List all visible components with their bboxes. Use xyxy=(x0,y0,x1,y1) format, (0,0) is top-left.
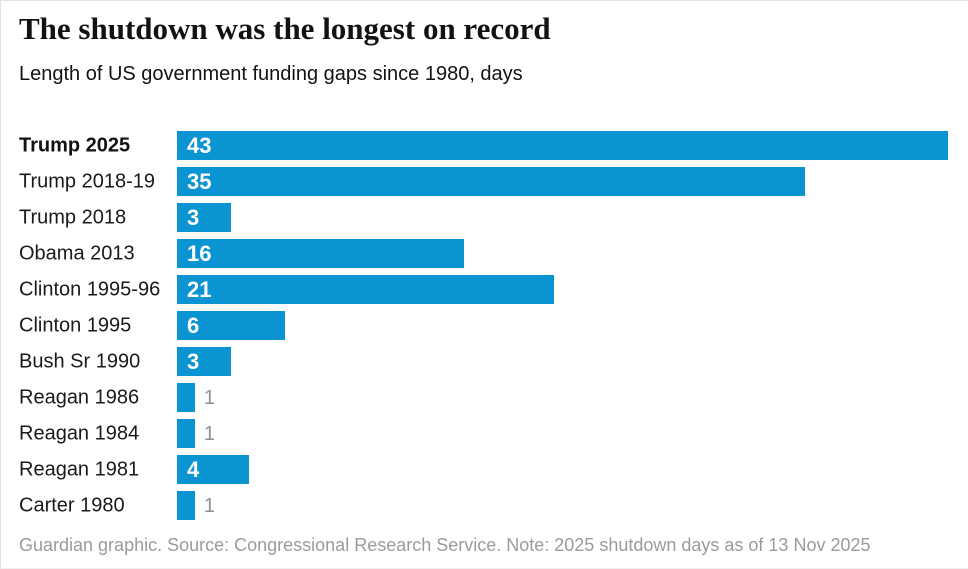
value-label: 1 xyxy=(203,422,216,445)
value-label: 6 xyxy=(187,312,200,338)
category-label: Reagan 1981 xyxy=(19,458,140,481)
chart-row: Clinton 1995-96 21 xyxy=(1,272,968,308)
chart-row: Clinton 1995 6 xyxy=(1,308,968,344)
bar: 3 xyxy=(177,347,231,376)
bar-track: 4 xyxy=(177,455,948,484)
value-label: 35 xyxy=(187,168,212,194)
bar: 43 xyxy=(177,131,948,160)
source-credit: Guardian graphic. Source: Congressional … xyxy=(19,535,871,555)
category-label: Reagan 1984 xyxy=(19,422,140,445)
bar-track: 21 xyxy=(177,275,948,304)
bar: 4 xyxy=(177,455,249,484)
category-label: Clinton 1995-96 xyxy=(19,278,161,301)
chart-row: Carter 1980 1 xyxy=(1,488,968,524)
bar: 3 xyxy=(177,203,231,232)
bar xyxy=(177,491,195,520)
value-label: 4 xyxy=(187,456,200,482)
chart-row: Reagan 1984 1 xyxy=(1,416,968,452)
value-label: 21 xyxy=(187,276,212,302)
chart-row: Reagan 1986 1 xyxy=(1,380,968,416)
chart-row: Bush Sr 1990 3 xyxy=(1,344,968,380)
bar-chart: Trump 2025 43 Trump 2018-19 35 Trump 2018 3 Ob… xyxy=(1,128,968,524)
bar-track: 16 xyxy=(177,239,948,268)
category-label: Trump 2018-19 xyxy=(19,170,155,193)
bar xyxy=(177,383,195,412)
category-label: Clinton 1995 xyxy=(19,314,132,337)
value-label: 3 xyxy=(187,348,200,374)
value-label: 16 xyxy=(187,240,212,266)
value-label: 1 xyxy=(203,386,216,409)
bar-track: 35 xyxy=(177,167,948,196)
bar-track: 43 xyxy=(177,131,948,160)
chart-row: Trump 2025 43 xyxy=(1,128,968,164)
chart-row: Trump 2018-19 35 xyxy=(1,164,968,200)
bar: 16 xyxy=(177,239,464,268)
category-label: Carter 1980 xyxy=(19,494,125,517)
bar-track: 3 xyxy=(177,203,948,232)
bar-track: 3 xyxy=(177,347,948,376)
chart-row: Trump 2018 3 xyxy=(1,200,968,236)
value-label: 3 xyxy=(187,204,200,230)
category-label: Obama 2013 xyxy=(19,242,135,265)
chart-title: The shutdown was the longest on record xyxy=(19,11,551,46)
category-label: Bush Sr 1990 xyxy=(19,350,141,373)
bar-track: 6 xyxy=(177,311,948,340)
bar xyxy=(177,419,195,448)
bar-track: 1 xyxy=(177,419,948,448)
value-label: 1 xyxy=(203,494,216,517)
chart-row: Reagan 1981 4 xyxy=(1,452,968,488)
category-label: Trump 2018 xyxy=(19,206,127,229)
bar: 35 xyxy=(177,167,805,196)
bar: 21 xyxy=(177,275,554,304)
chart-subtitle: Length of US government funding gaps sin… xyxy=(19,63,523,85)
bar: 6 xyxy=(177,311,285,340)
category-label: Trump 2025 xyxy=(19,134,131,157)
bar-track: 1 xyxy=(177,491,948,520)
chart-row: Obama 2013 16 xyxy=(1,236,968,272)
category-label: Reagan 1986 xyxy=(19,386,140,409)
value-label: 43 xyxy=(187,132,212,158)
bar-track: 1 xyxy=(177,383,948,412)
